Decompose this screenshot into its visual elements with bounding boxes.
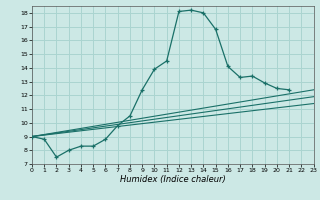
X-axis label: Humidex (Indice chaleur): Humidex (Indice chaleur) [120, 175, 226, 184]
